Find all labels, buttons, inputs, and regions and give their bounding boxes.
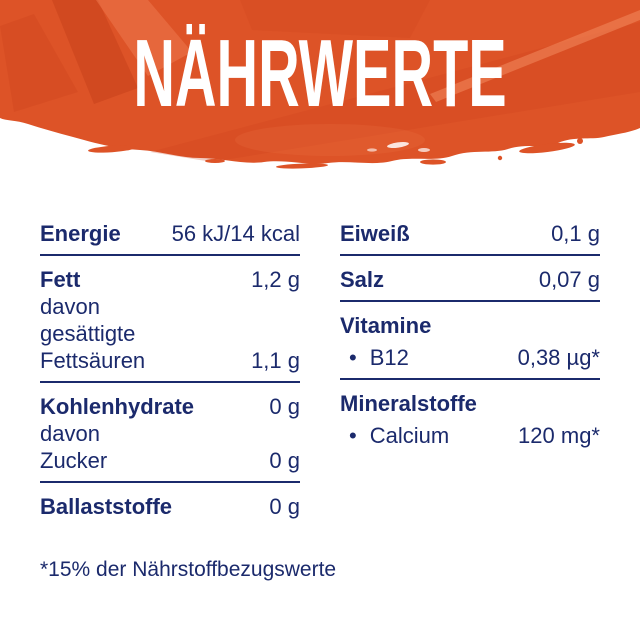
row-eiweiss: Eiweiß 0,1 g xyxy=(340,220,600,247)
brush-texture-dark-left xyxy=(0,14,78,112)
nutrition-table: Energie 56 kJ/14 kcal Fett 1,2 g davon g… xyxy=(40,220,600,520)
row-zucker-subline: davon xyxy=(40,421,100,446)
brush-texture-light-diagonal xyxy=(430,10,640,102)
row-value: 56 kJ/14 kcal xyxy=(171,221,300,246)
brush-texture-dark-sweep xyxy=(150,22,640,162)
row-kohlenhydrate: Kohlenhydrate 0 g xyxy=(40,393,300,420)
bullet-label: • Calcium xyxy=(340,422,449,449)
divider xyxy=(340,254,600,256)
row-label: Calcium xyxy=(369,423,450,448)
divider xyxy=(40,254,300,256)
brush-white-speck xyxy=(387,142,409,148)
brush-spatter xyxy=(420,159,446,165)
brush-spatter xyxy=(88,145,136,153)
divider xyxy=(40,481,300,483)
brush-spatter xyxy=(276,163,328,169)
row-value: 0 g xyxy=(269,494,300,519)
row-value: 0,1 g xyxy=(551,221,600,246)
divider xyxy=(340,300,600,302)
brush-spatter xyxy=(497,155,503,161)
brush-texture-dark-stripe xyxy=(52,0,138,104)
bullet-label: • B12 xyxy=(340,344,409,371)
row-label: Ballaststoffe xyxy=(40,494,173,519)
row-value: 0,07 g xyxy=(538,267,600,292)
brush-spatter xyxy=(577,138,583,144)
bullet-icon: • xyxy=(349,345,357,370)
row-fett: Fett 1,2 g xyxy=(40,266,300,293)
brush-texture-dark-top xyxy=(240,0,430,38)
row-label: Energie xyxy=(40,221,121,246)
row-label: Salz xyxy=(340,267,385,292)
page-title: NÄHRWERTE xyxy=(133,20,507,127)
brush-texture-light-bottom xyxy=(235,124,425,156)
row-label: Zucker xyxy=(40,448,108,473)
row-energie: Energie 56 kJ/14 kcal xyxy=(40,220,300,247)
divider xyxy=(40,381,300,383)
footnote: *15% der Nährstoffbezugswerte xyxy=(40,558,337,581)
nutrition-column-left: Energie 56 kJ/14 kcal Fett 1,2 g davon g… xyxy=(40,220,300,520)
row-label: Fett xyxy=(40,267,81,292)
brush-band-shape xyxy=(0,0,640,164)
row-label: Eiweiß xyxy=(340,221,410,246)
section-header-mineralstoffe: Mineralstoffe xyxy=(340,391,477,416)
header-brush-band: NÄHRWERTE xyxy=(0,0,640,185)
brush-spatter xyxy=(519,142,575,154)
row-value: 0 g xyxy=(269,394,300,419)
row-label: Fettsäuren xyxy=(40,348,146,373)
bullet-icon: • xyxy=(349,423,357,448)
row-value: 1,2 g xyxy=(251,267,300,292)
brush-band-graphic xyxy=(0,0,640,169)
row-fett-subline: davon xyxy=(40,294,100,319)
row-salz: Salz 0,07 g xyxy=(340,266,600,293)
row-value: 1,1 g xyxy=(251,348,300,373)
row-ballaststoffe: Ballaststoffe 0 g xyxy=(40,493,300,520)
divider xyxy=(340,378,600,380)
row-b12: • B12 0,38 µg* xyxy=(340,344,600,371)
row-value: 0 g xyxy=(269,448,300,473)
row-value: 120 mg* xyxy=(518,423,600,448)
row-fettsaeuren: Fettsäuren 1,1 g xyxy=(40,347,300,374)
nutrition-column-right: Eiweiß 0,1 g Salz 0,07 g Vitamine • B12 … xyxy=(340,220,600,520)
row-value: 0,38 µg* xyxy=(517,345,600,370)
row-label: Kohlenhydrate xyxy=(40,394,195,419)
brush-white-speck xyxy=(418,148,430,152)
row-fett-subline: gesättigte xyxy=(40,321,136,346)
brush-white-speck xyxy=(367,148,377,152)
section-header-vitamine: Vitamine xyxy=(340,313,432,338)
row-zucker: Zucker 0 g xyxy=(40,447,300,474)
row-label: B12 xyxy=(369,345,409,370)
row-calcium: • Calcium 120 mg* xyxy=(340,422,600,449)
brush-spatter xyxy=(205,159,225,163)
brush-texture-light-stripe xyxy=(96,0,192,76)
